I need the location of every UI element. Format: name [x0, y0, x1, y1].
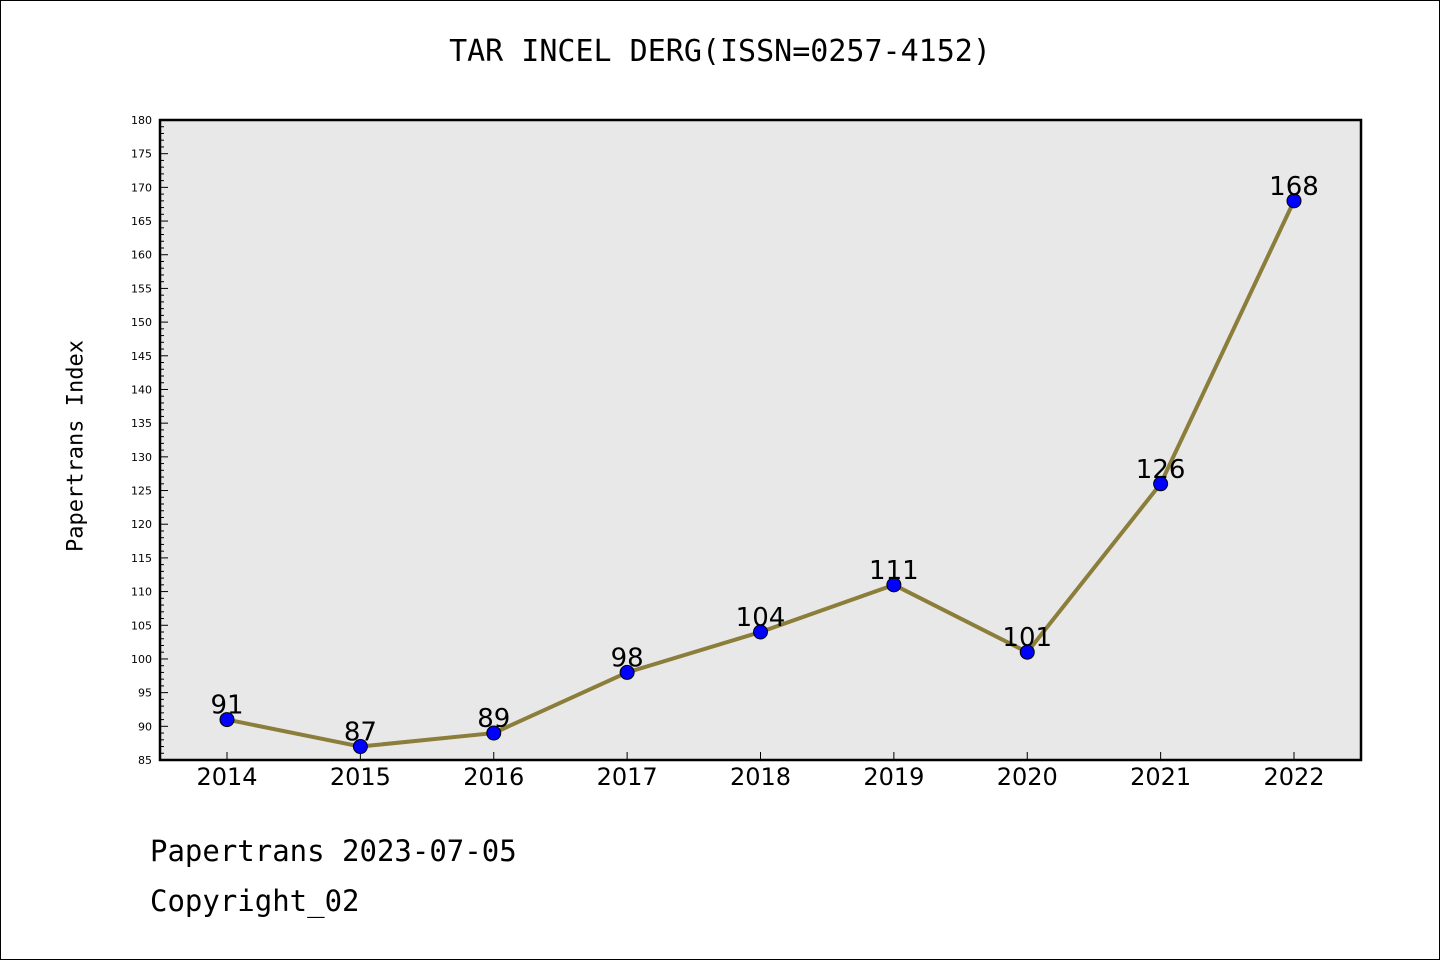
chart-title: TAR INCEL DERG(ISSN=0257-4152)	[449, 34, 991, 69]
x-tick-label: 2014	[196, 763, 257, 791]
plot-area	[160, 120, 1361, 760]
y-tick-label: 115	[131, 552, 152, 565]
data-point	[753, 624, 768, 640]
y-tick-label: 175	[131, 148, 152, 161]
y-tick-label: 125	[131, 485, 152, 498]
data-label: 101	[1002, 623, 1052, 653]
plot-border	[158, 118, 1363, 762]
data-point	[619, 664, 635, 680]
y-tick-label: 140	[131, 383, 152, 396]
x-tick-label: 2019	[863, 763, 924, 791]
y-tick-label: 155	[131, 282, 152, 295]
y-tick-label: 165	[131, 215, 152, 228]
data-label: 126	[1136, 455, 1186, 485]
x-tick-label: 2016	[463, 763, 524, 791]
data-point	[352, 739, 368, 755]
data-point	[1019, 644, 1035, 660]
footer-date: Papertrans 2023-07-05	[150, 834, 517, 868]
data-point	[486, 725, 502, 741]
data-label: 89	[477, 704, 510, 734]
data-point	[219, 712, 235, 728]
y-tick-label: 160	[131, 249, 152, 262]
y-tick-label: 170	[131, 181, 152, 194]
x-tick-label: 2017	[597, 763, 658, 791]
x-tick-label: 2021	[1130, 763, 1191, 791]
y-tick-label: 180	[131, 114, 152, 127]
data-point	[1153, 476, 1169, 492]
y-tick-label: 120	[131, 518, 152, 531]
data-label: 111	[869, 556, 919, 586]
y-tick-label: 85	[138, 754, 152, 767]
y-tick-label: 130	[131, 451, 152, 464]
x-tick-label: 2022	[1263, 763, 1324, 791]
y-tick-label: 150	[131, 316, 152, 329]
y-tick-label: 100	[131, 653, 152, 666]
data-label: 91	[210, 691, 243, 721]
data-label: 168	[1269, 172, 1319, 202]
y-tick-label: 90	[138, 720, 152, 733]
data-point	[1286, 193, 1302, 209]
y-tick-label: 110	[131, 586, 152, 599]
data-label: 98	[611, 643, 644, 673]
x-tick-label: 2015	[330, 763, 391, 791]
y-tick-label: 105	[131, 619, 152, 632]
y-tick-label: 95	[138, 687, 152, 700]
data-point	[886, 577, 902, 593]
footer-copyright: Copyright_02	[150, 884, 360, 918]
y-tick-label: 145	[131, 350, 152, 363]
x-tick-label: 2018	[730, 763, 791, 791]
data-label: 104	[736, 603, 786, 633]
y-tick-label: 135	[131, 417, 152, 430]
x-tick-label: 2020	[997, 763, 1058, 791]
data-label: 87	[344, 718, 377, 748]
